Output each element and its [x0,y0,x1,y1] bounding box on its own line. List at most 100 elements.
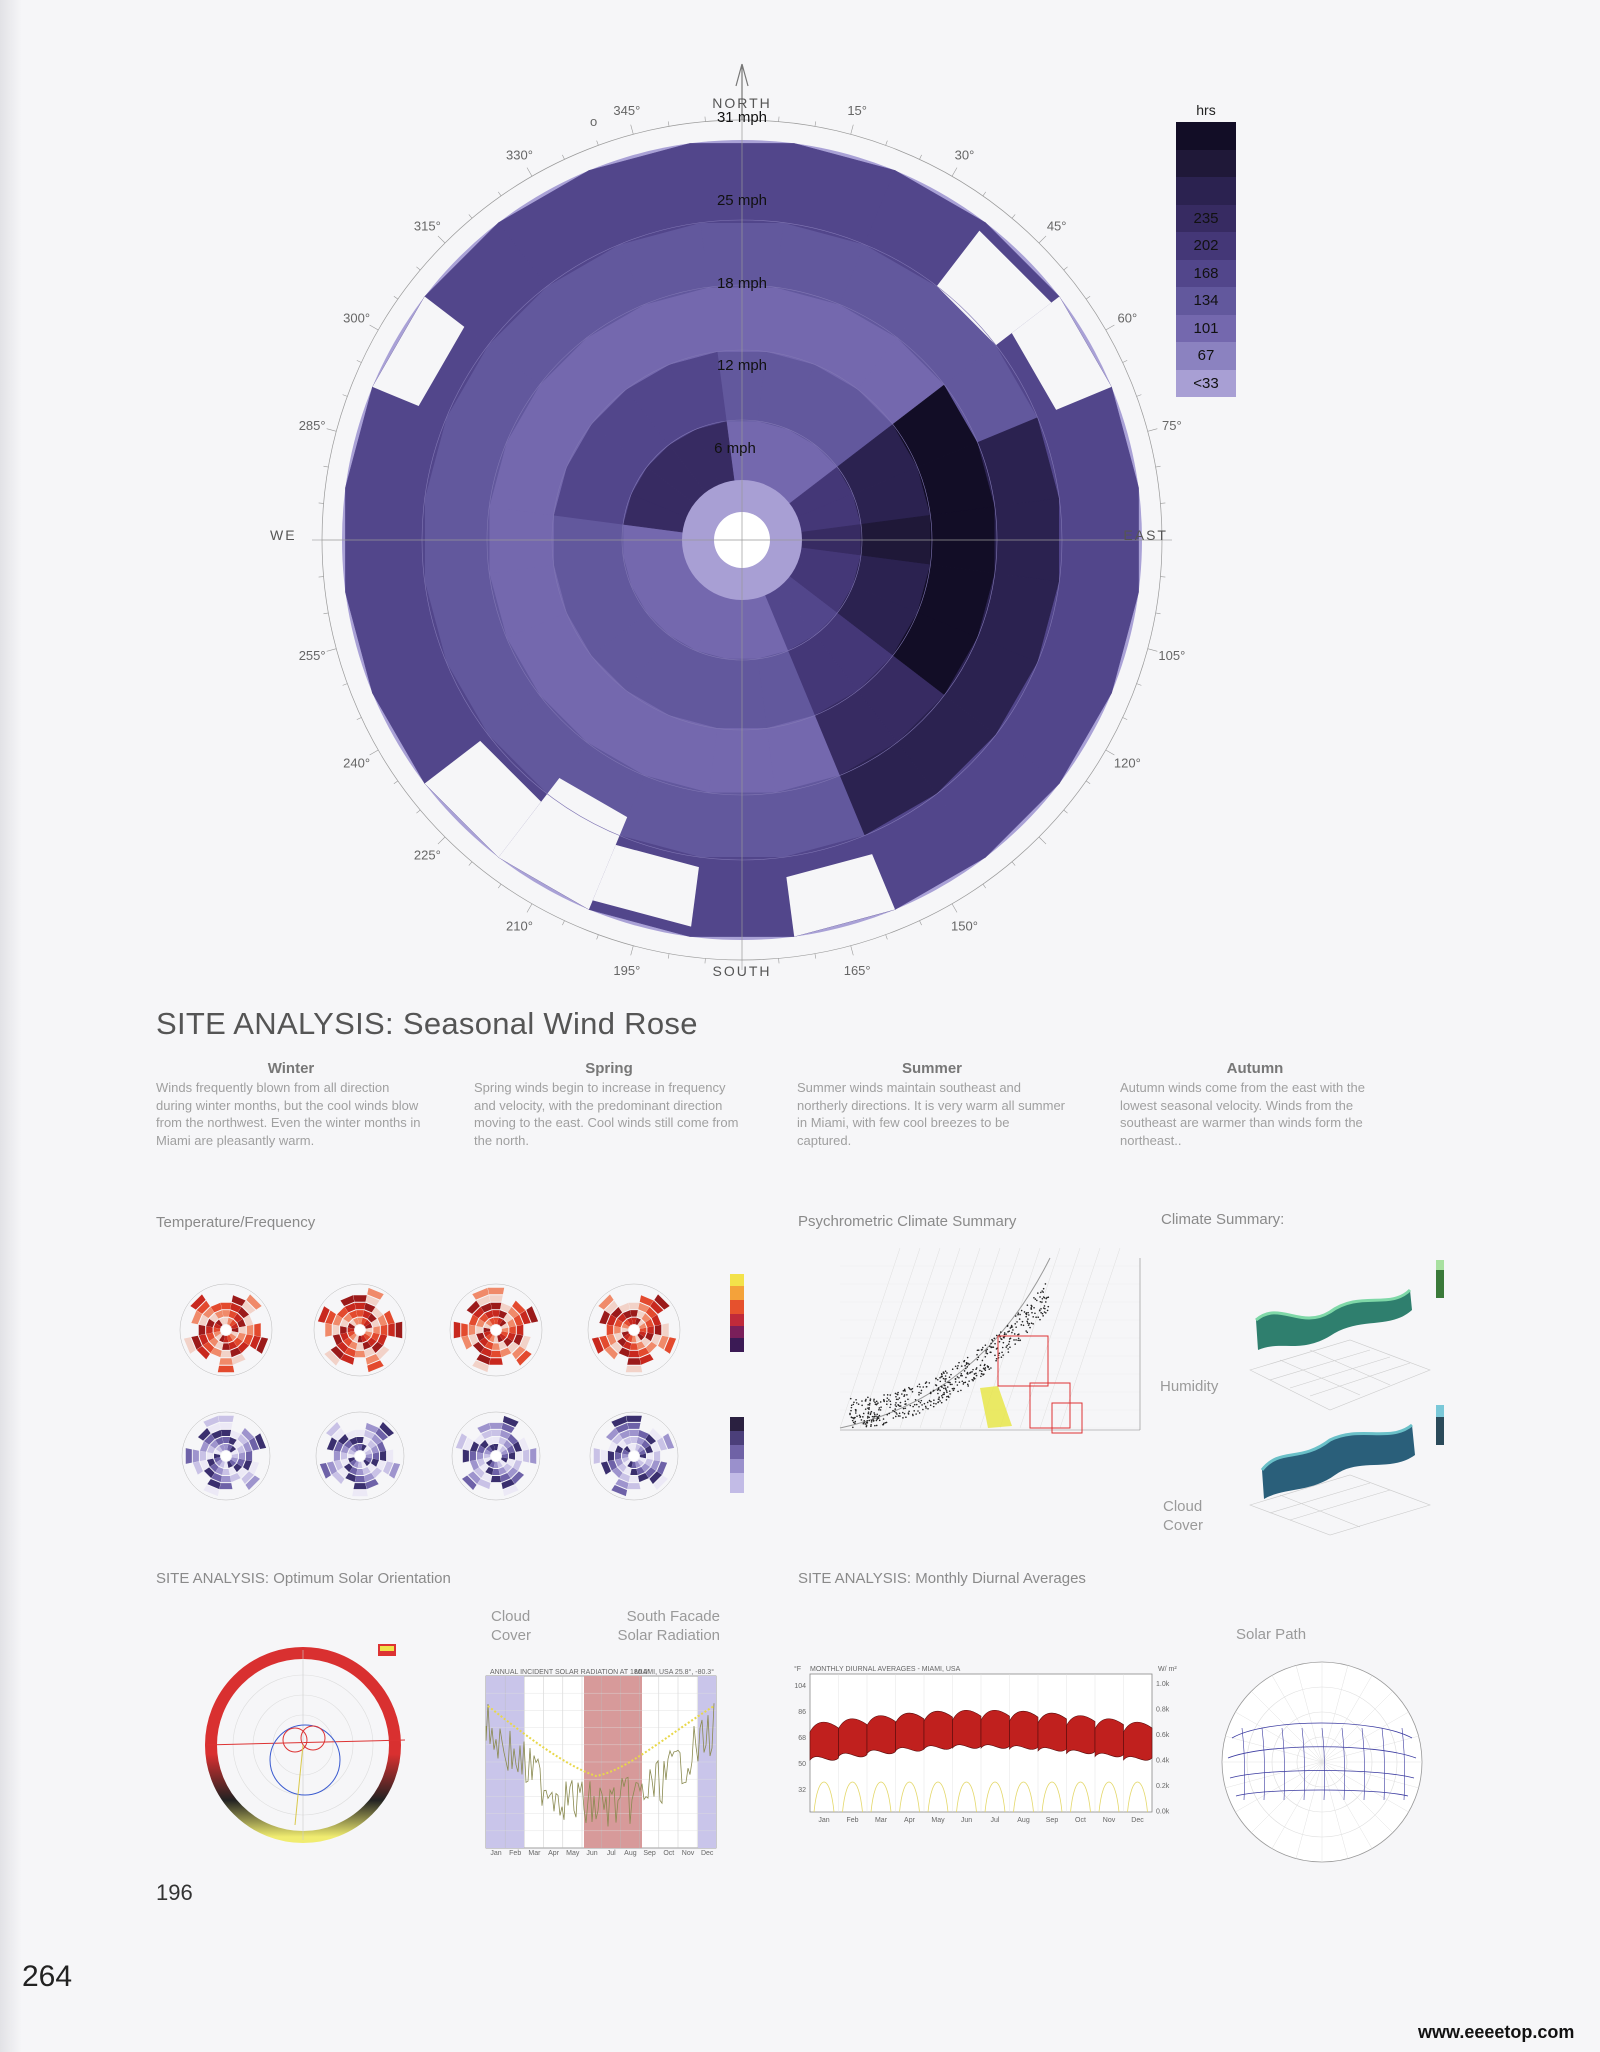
diurnal-right-tick: 0.4k [1156,1758,1170,1765]
diurnal-month-label: Oct [1075,1817,1086,1824]
page-title: SITE ANALYSIS: Seasonal Wind Rose [156,1006,698,1041]
radiation-header-right: MIAMI, USA 25.8°, -80.3° [635,1668,714,1676]
season-spring: Spring Spring winds begin to increase in… [474,1060,744,1149]
degree-label: 60° [1118,311,1138,326]
wind-rose-degree-labels: 15° 30° 45° 60° 75° 105° 120° 150° 165° 195° 210° 2… [299,103,1186,978]
diurnal-month-band [838,1718,868,1758]
diurnal-month-band [1009,1710,1039,1750]
wind-rose-outer-ticks [312,110,1172,970]
season-autumn: Autumn Autumn winds come from the east w… [1120,1060,1390,1149]
humidity-label: Humidity [1160,1378,1219,1395]
solar-path-diagram [1221,1661,1423,1863]
degree-label: 300° [343,311,370,326]
diurnal-month-label: May [931,1817,945,1824]
season-title: Winter [267,1060,315,1077]
degree-label: 345° [613,103,640,118]
season-text: Autumn winds come from the east with the… [1120,1080,1365,1148]
degree-label: 75° [1162,418,1182,433]
temperature-frequency-heading: Temperature/Frequency [156,1214,316,1231]
degree-label: 285° [299,418,326,433]
north-label: NORTH [712,95,772,111]
north-arrow-icon [735,63,749,120]
degree-label: 210° [506,918,533,933]
solar-orientation-dial [204,1644,406,1843]
diurnal-month-band [952,1709,982,1749]
diurnal-heading: SITE ANALYSIS: Monthly Diurnal Averages [798,1570,1086,1587]
diurnal-left-unit: °F [794,1665,801,1673]
degree-label: 165° [844,963,871,978]
humidity-surface-plot [1249,1260,1444,1411]
radiation-month-label: Jul [607,1850,616,1857]
degree-label: 120° [1114,756,1141,771]
diurnal-month-band [1066,1715,1096,1755]
temperature-rose [313,1283,407,1377]
temperature-rose [587,1283,681,1377]
legend-item: 134 [1176,287,1236,315]
degree-label: 255° [299,648,326,663]
south-label: SOUTH [713,963,772,979]
south-facade-solar-radiation-chart: ANNUAL INCIDENT SOLAR RADIATION AT 180.0… [485,1668,717,1857]
seasonal-wind-rose: NORTH SOUTH EAST WE o 31 mph 25 mph 18 m… [270,63,1185,979]
degree-label: 195° [613,963,640,978]
radiation-month-label: Oct [663,1850,674,1857]
comfort-zone [980,1386,1012,1428]
legend-title: hrs [1196,102,1216,118]
cloud-cover-label: Cloud Cover [1163,1498,1204,1534]
season-text: Spring winds begin to increase in freque… [474,1080,739,1148]
diurnal-month-band [809,1721,839,1761]
speed-label-6: 6 mph [714,440,756,457]
diurnal-right-tick: 0.6k [1156,1732,1170,1739]
diurnal-month-label: Jun [961,1817,972,1824]
diurnal-month-label: Mar [875,1817,888,1824]
temperature-rose [179,1283,273,1377]
radiation-month-label: Jun [586,1850,597,1857]
legend-item [1176,149,1236,177]
diurnal-month-label: Aug [1017,1817,1030,1824]
frequency-rose [451,1411,541,1501]
diurnal-right-tick: 1.0k [1156,1681,1170,1688]
speed-label-18: 18 mph [717,275,767,292]
frequency-rose [589,1411,679,1501]
legend-item [1176,122,1236,150]
humidity-color-bar [1436,1260,1444,1298]
monthly-diurnal-averages-chart: MONTHLY DIURNAL AVERAGES - MIAMI, USA °F… [794,1665,1177,1824]
speed-label-25: 25 mph [717,192,767,209]
diurnal-month-label: Jul [991,1817,1000,1824]
diurnal-month-band [923,1710,953,1750]
diurnal-month-label: Dec [1131,1817,1144,1824]
season-winter: Winter Winds frequently blown from all d… [156,1060,426,1149]
watermark: www.eeeetop.com [1418,2022,1575,2042]
page-number: 196 [156,1880,193,1905]
speed-label-31: 31 mph [717,109,767,126]
season-text: Winds frequently blown from all directio… [156,1080,421,1148]
season-title: Summer [901,1060,963,1077]
radiation-month-label: Nov [682,1850,695,1857]
legend-item: 101 [1176,314,1236,342]
degree-label: 45° [1047,218,1067,233]
diurnal-month-band [1037,1712,1067,1752]
solar-path-label: Solar Path [1236,1626,1307,1643]
diurnal-left-tick: 68 [798,1735,806,1742]
speed-label-12: 12 mph [717,357,767,374]
west-label: WE [270,527,297,543]
diurnal-month-band [1123,1721,1153,1761]
climate-summary-heading: Climate Summary: [1161,1211,1285,1228]
diurnal-month-label: Nov [1103,1817,1116,1824]
diurnal-month-label: Sep [1046,1817,1059,1824]
temperature-frequency-roses [179,1274,744,1501]
folio-number: 264 [22,1960,73,1993]
legend-item [1176,177,1236,205]
radiation-month-label: Feb [509,1850,521,1857]
season-title: Spring [585,1060,633,1077]
frequency-rose [315,1411,405,1501]
diurnal-left-tick: 104 [794,1683,806,1690]
legend-item: 168 [1176,259,1236,287]
season-text: Summer winds maintain southeast and nort… [797,1080,1066,1148]
radiation-month-label: Sep [643,1850,656,1857]
legend-item: <33 [1176,369,1236,397]
frequency-rose [181,1411,271,1501]
degree-label: 330° [506,148,533,163]
degree-label: 225° [414,848,441,863]
diurnal-month-band [980,1709,1010,1749]
degree-label: 105° [1158,648,1185,663]
